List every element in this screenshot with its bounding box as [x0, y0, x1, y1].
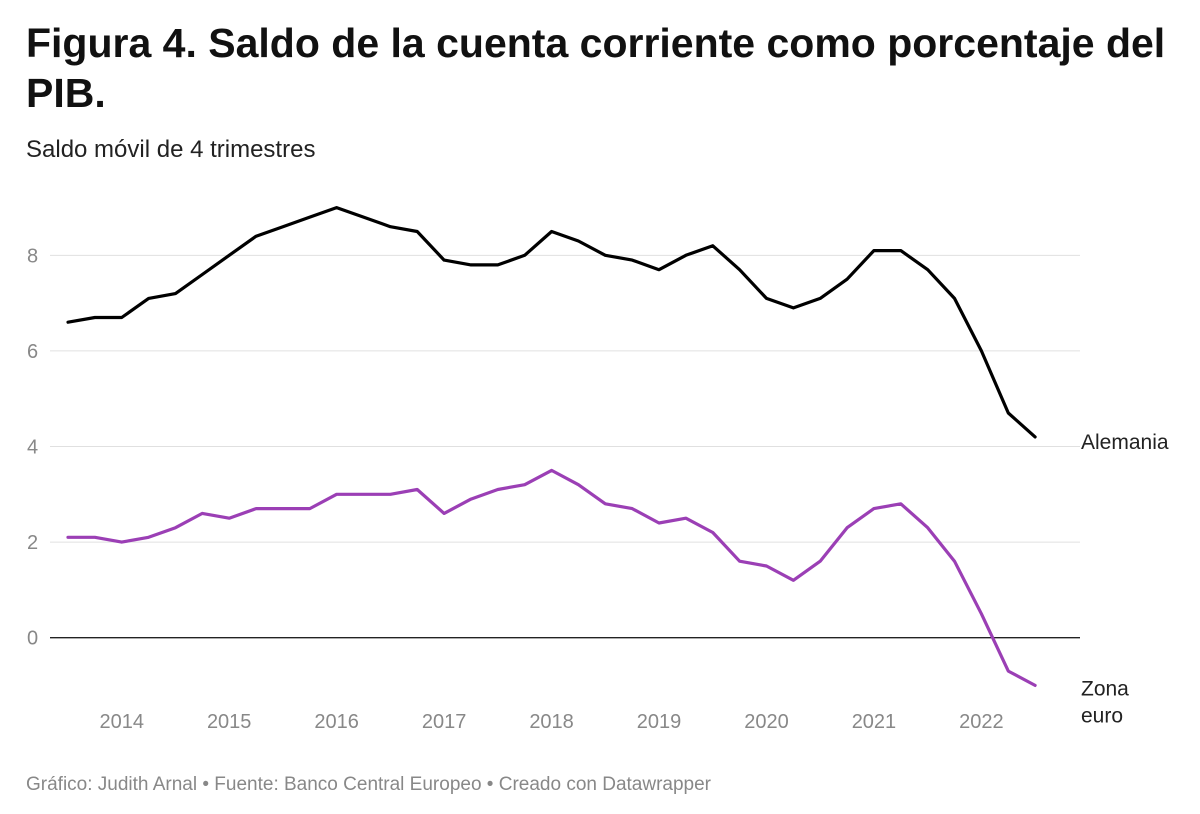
- x-tick-label: 2014: [99, 711, 144, 733]
- chart-subtitle: Saldo móvil de 4 trimestres: [26, 136, 316, 163]
- y-axis-ticks: 0 2 4 6 8: [27, 245, 38, 649]
- x-axis-ticks: 2014 2015 2016 2017 2018 2019 2020 2021 2022: [99, 711, 1003, 733]
- series-label-line: Zona: [1081, 677, 1129, 700]
- y-tick-label: 4: [27, 437, 38, 459]
- chart-title: Figura 4. Saldo de la cuenta corriente c…: [26, 20, 1166, 116]
- x-tick-label: 2018: [529, 711, 574, 733]
- x-tick-label: 2016: [314, 711, 359, 733]
- series-label-alemania: Alemania: [1081, 431, 1169, 454]
- y-tick-label: 2: [27, 532, 38, 554]
- x-tick-label: 2015: [207, 711, 252, 733]
- x-tick-label: 2021: [852, 711, 897, 733]
- x-tick-label: 2022: [959, 711, 1004, 733]
- series-label-zona-euro: Zona euro: [1081, 677, 1129, 727]
- x-tick-label: 2019: [637, 711, 682, 733]
- series-line-zona-euro: [66, 468, 1037, 688]
- gridlines: [50, 254, 1080, 639]
- y-tick-label: 6: [27, 341, 38, 363]
- x-tick-label: 2020: [744, 711, 789, 733]
- series-lines: [66, 206, 1037, 688]
- series-labels: Alemania Zona euro: [1081, 431, 1169, 728]
- chart-footer: Gráfico: Judith Arnal • Fuente: Banco Ce…: [26, 774, 712, 795]
- y-tick-label: 0: [27, 628, 38, 650]
- x-tick-label: 2017: [422, 711, 467, 733]
- series-line-alemania: [66, 206, 1037, 439]
- y-tick-label: 8: [27, 245, 38, 267]
- series-label-line: euro: [1081, 704, 1123, 727]
